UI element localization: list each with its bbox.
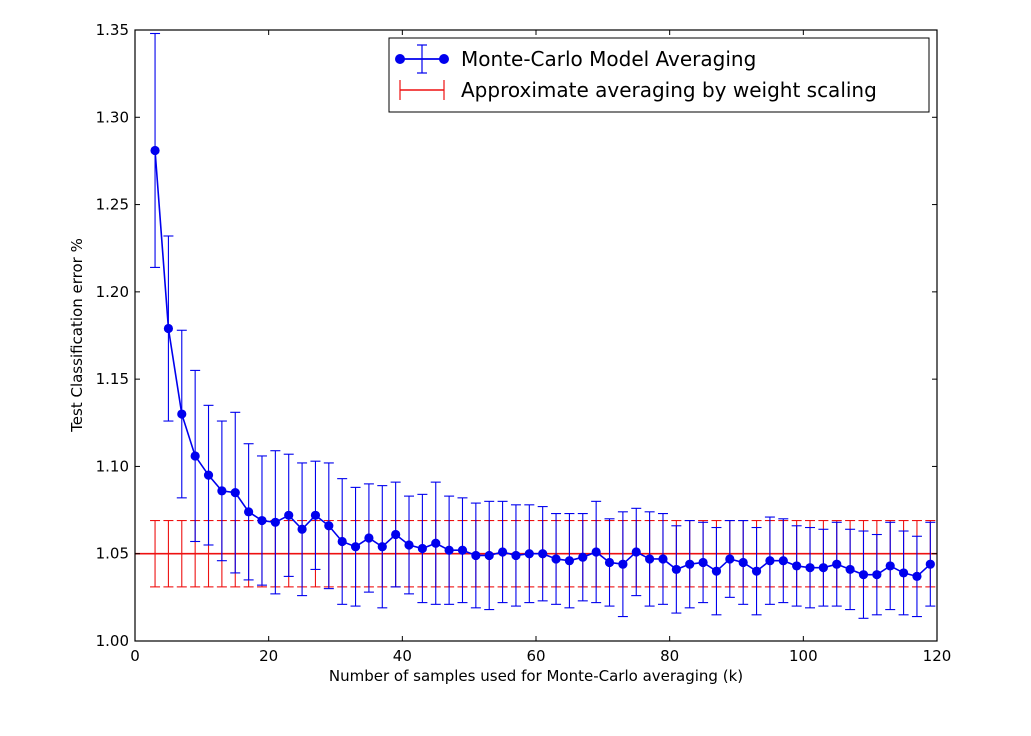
monte-carlo-point [417, 543, 427, 554]
x-axis-label: Number of samples used for Monte-Carlo a… [329, 667, 743, 685]
x-tick-label: 80 [660, 647, 679, 665]
legend: Monte-Carlo Model Averaging Approximate … [388, 37, 930, 113]
monte-carlo-point [524, 549, 534, 559]
x-tick-label: 60 [526, 647, 545, 665]
monte-carlo-point [284, 510, 294, 520]
monte-carlo-point [324, 521, 334, 531]
monte-carlo-point [671, 564, 681, 575]
weight-scaling-errorbar [163, 519, 174, 588]
x-tick-label: 20 [259, 647, 278, 665]
monte-carlo-point [551, 554, 561, 564]
monte-carlo-point [350, 542, 361, 552]
monte-carlo-point [297, 524, 307, 534]
monte-carlo-point [805, 563, 815, 573]
monte-carlo-point [738, 557, 748, 568]
x-tick-label: 100 [789, 647, 818, 665]
monte-carlo-point [925, 559, 935, 569]
monte-carlo-point [190, 451, 200, 461]
monte-carlo-point [645, 554, 655, 564]
monte-carlo-point [564, 556, 575, 566]
monte-carlo-series [150, 32, 936, 619]
monte-carlo-point [163, 323, 174, 334]
legend-handle-monte-carlo [395, 44, 449, 74]
monte-carlo-point [778, 556, 788, 566]
monte-carlo-point [538, 549, 548, 559]
plot-area [135, 30, 937, 641]
monte-carlo-point [845, 564, 855, 575]
monte-carlo-point [377, 542, 387, 552]
monte-carlo-point [203, 470, 214, 480]
monte-carlo-point [471, 550, 481, 561]
monte-carlo-point [912, 571, 922, 582]
monte-carlo-point [604, 557, 615, 568]
monte-carlo-point [631, 547, 641, 557]
monte-carlo-point [230, 488, 240, 498]
monte-carlo-point [698, 557, 708, 568]
monte-carlo-point [591, 547, 601, 557]
monte-carlo-point [497, 547, 508, 557]
y-tick-label: 1.00 [96, 632, 129, 650]
legend-label-monte-carlo: Monte-Carlo Model Averaging [461, 47, 756, 71]
weight-scaling-errorbar [176, 519, 187, 588]
monte-carlo-point [711, 566, 722, 576]
monte-carlo-point [310, 510, 321, 520]
monte-carlo-point [872, 570, 882, 580]
legend-label-weight-scaling: Approximate averaging by weight scaling [461, 78, 877, 102]
monte-carlo-point [244, 507, 254, 517]
legend-handle-weight-scaling [399, 80, 445, 100]
weight-scaling-errorbar [150, 519, 161, 588]
x-tick-label: 120 [923, 647, 952, 665]
monte-carlo-point [364, 533, 374, 543]
legend-box [388, 37, 930, 113]
y-tick-label: 1.20 [96, 283, 129, 301]
monte-carlo-point [270, 517, 280, 527]
x-tick-label: 0 [130, 647, 140, 665]
y-tick-label: 1.25 [96, 196, 129, 214]
monte-carlo-point [484, 550, 494, 561]
monte-carlo-point [725, 554, 735, 564]
y-tick-label: 1.05 [96, 545, 129, 563]
monte-carlo-point [618, 559, 628, 569]
monte-carlo-point [217, 486, 227, 496]
monte-carlo-point [457, 545, 468, 555]
y-tick-label: 1.10 [96, 457, 129, 475]
monte-carlo-point [818, 563, 828, 573]
monte-carlo-point [765, 556, 775, 566]
monte-carlo-point [578, 552, 588, 562]
monte-carlo-point [792, 561, 802, 571]
axis-ticks: 0 20 40 60 80 100 120 1.00 1.05 1.10 1.15 1.20 1.25 1… [96, 21, 952, 665]
y-tick-label: 1.35 [96, 21, 129, 39]
monte-carlo-point [444, 545, 454, 555]
monte-carlo-point [511, 550, 521, 561]
monte-carlo-point [751, 566, 762, 576]
monte-carlo-point [858, 570, 869, 580]
y-axis-label: Test Classification error % [68, 238, 86, 433]
monte-carlo-point [431, 538, 441, 548]
monte-carlo-point [832, 559, 842, 569]
monte-carlo-point [150, 145, 160, 156]
monte-carlo-point [898, 568, 909, 578]
monte-carlo-point [658, 554, 668, 564]
monte-carlo-point [404, 540, 414, 550]
y-tick-label: 1.30 [96, 108, 129, 126]
y-tick-label: 1.15 [96, 370, 129, 388]
x-tick-label: 40 [393, 647, 412, 665]
monte-carlo-point [685, 559, 695, 569]
monte-carlo-point [337, 536, 347, 547]
monte-carlo-point [391, 529, 401, 540]
monte-carlo-point [177, 409, 187, 419]
monte-carlo-point [885, 561, 895, 571]
monte-carlo-point [257, 515, 267, 526]
